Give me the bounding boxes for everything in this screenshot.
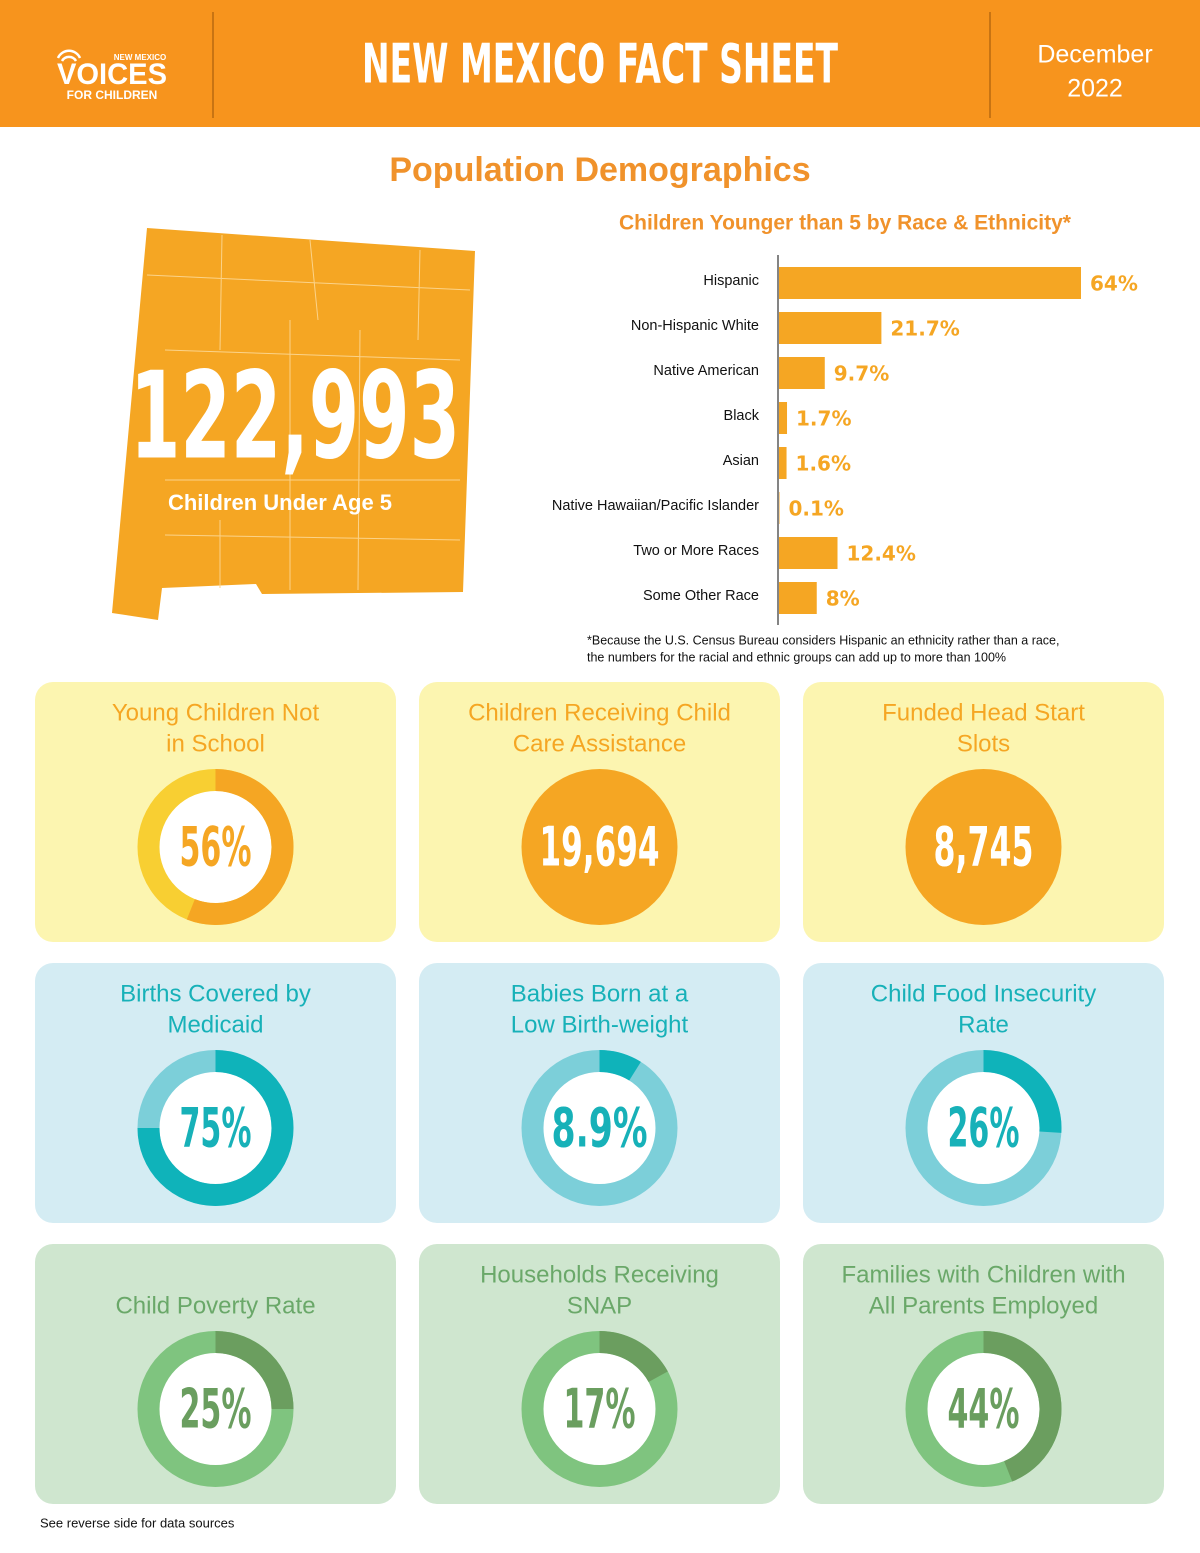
donut-arc [983,1331,1062,1482]
card-title: Low Birth-weight [511,1011,689,1038]
card-title: in School [166,730,265,757]
card-title: Children Receiving Child [468,699,731,726]
bar [779,312,882,344]
logo-bottom: FOR CHILDREN [67,88,158,102]
stat-label: 19,694 [540,816,660,879]
donut-arc [599,1050,641,1081]
donut-label: 8.9% [552,1097,648,1160]
card-title: Care Assistance [513,730,686,757]
value-label: 1.6% [796,452,851,476]
page-title: NEW MEXICO FACT SHEET [362,33,838,96]
bar [779,402,788,434]
header-band [0,0,1200,127]
donut-label: 75% [180,1097,252,1160]
stat-circle [905,769,1062,925]
category-label: Black [724,408,760,424]
logo-top: NEW MEXICO [114,53,166,62]
value-label: 9.7% [834,362,889,386]
category-label: Asian [723,453,759,469]
value-label: 1.7% [796,407,851,431]
date-line: December [1037,41,1152,69]
donut-label: 25% [180,1378,252,1441]
category-label: Native American [653,363,759,379]
date-line: 2022 [1067,75,1123,103]
donut-arc [983,1050,1062,1133]
donut-label: 44% [948,1378,1020,1441]
chart-title: Children Younger than 5 by Race & Ethnic… [619,212,1072,235]
footer: See reverse side for data sources [40,1515,235,1530]
card-title: All Parents Employed [869,1292,1098,1319]
bar [779,447,787,479]
map-stat: 122,993 [130,348,460,487]
state-map [112,228,475,620]
donut-arc [137,1050,294,1206]
bar [779,267,1081,299]
card-title: Families with Children with [841,1261,1125,1288]
county-lines [146,234,471,591]
donut-label: 26% [948,1097,1020,1160]
card-title: Child Food Insecurity [871,980,1096,1007]
bar [779,357,825,389]
footnote: the numbers for the racial and ethnic gr… [587,650,1006,664]
card-title: Slots [957,730,1010,757]
logo-main: VOICES [57,58,167,91]
card-title: Births Covered by [120,980,311,1007]
card-title: Households Receiving [480,1261,719,1288]
donut-arc [599,1331,668,1383]
donut-arc [215,1331,294,1410]
category-label: Some Other Race [643,588,759,604]
value-label: 64% [1090,272,1138,296]
card-title: Babies Born at a [511,980,689,1007]
value-label: 12.4% [847,542,916,566]
stat-circle [521,769,678,925]
donut-label: 17% [564,1378,636,1441]
value-label: 0.1% [788,497,843,521]
category-label: Non-Hispanic White [631,318,759,334]
donut-label: 56% [180,816,252,879]
value-label: 21.7% [890,317,959,341]
card-title: Rate [958,1011,1009,1038]
card-title: Medicaid [167,1011,263,1038]
value-label: 8% [826,587,860,611]
card-title: Child Poverty Rate [115,1292,315,1319]
logo-icon [56,49,82,62]
footnote: *Because the U.S. Census Bureau consider… [587,633,1059,647]
category-label: Two or More Races [633,543,759,559]
category-label: Hispanic [703,273,759,289]
card-title: Funded Head Start [882,699,1085,726]
card-title: Young Children Not [112,699,320,726]
stat-label: 8,745 [934,816,1034,879]
bar [779,537,838,569]
bar [779,582,817,614]
map-caption: Children Under Age 5 [168,490,392,515]
category-label: Native Hawaiian/Pacific Islander [552,498,759,514]
section-title: Population Demographics [389,151,810,189]
donut-arc [186,769,294,925]
card-title: SNAP [567,1292,632,1319]
